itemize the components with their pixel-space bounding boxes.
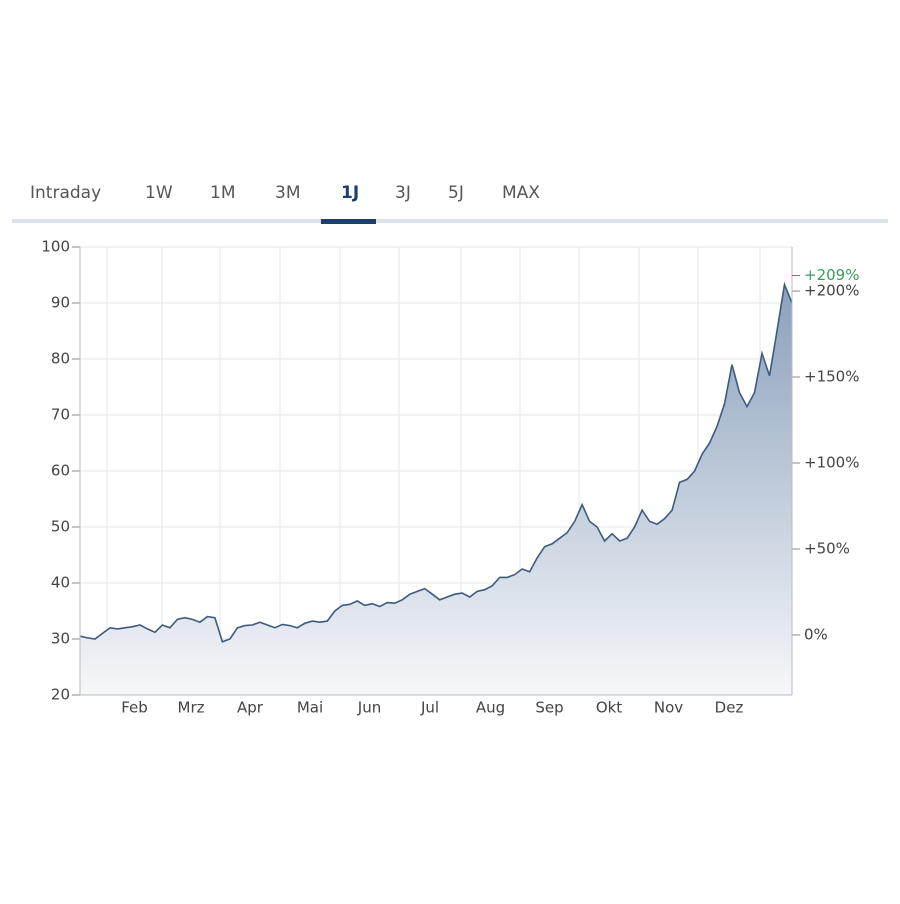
active-tab-indicator [321, 219, 376, 224]
line [79, 281, 793, 643]
x-tick-label: Sep [535, 699, 563, 717]
x-tick-label: Mrz [178, 699, 205, 717]
tab[interactable]: 3M [275, 183, 300, 203]
x-tick-label: Aug [476, 699, 505, 717]
tab-bar [12, 219, 888, 223]
y2-tick-label: +150% [804, 368, 859, 386]
tab[interactable]: 5J [448, 183, 464, 203]
x-tick-label: Jun [357, 699, 381, 717]
tab[interactable]: 1W [145, 183, 173, 203]
y-tick-label: 60 [51, 462, 70, 480]
y-tick-label: 30 [51, 630, 70, 648]
x-tick-label: Okt [596, 699, 622, 717]
x-tick-label: Feb [121, 699, 148, 717]
x-tick-label: Dez [715, 699, 744, 717]
y2-tick-label: +50% [804, 539, 850, 557]
y-tick-label: 80 [51, 350, 70, 368]
y-tick-label: 100 [41, 238, 70, 256]
tab[interactable]: MAX [502, 183, 540, 203]
current-label: +209% [804, 266, 859, 284]
y-tick-label: 20 [51, 686, 70, 704]
area [80, 284, 792, 695]
y-tick-label: 70 [51, 406, 70, 424]
tab[interactable]: Intraday [30, 183, 101, 203]
y-tick-label: 90 [51, 294, 70, 312]
y-tick-label: 40 [51, 574, 70, 592]
tab[interactable]: 3J [395, 183, 411, 203]
x-tick-label: Nov [654, 699, 683, 717]
tab[interactable]: 1M [210, 183, 235, 203]
x-tick-label: Mai [297, 699, 323, 717]
x-tick-label: Jul [420, 699, 439, 717]
x-tick-label: Apr [237, 699, 264, 717]
y2-tick-label: +100% [804, 454, 859, 472]
y2-tick-label: 0% [804, 625, 828, 643]
y2-tick-label: +200% [804, 282, 859, 300]
tab[interactable]: 1J [341, 183, 359, 203]
y-tick-label: 50 [51, 518, 70, 536]
